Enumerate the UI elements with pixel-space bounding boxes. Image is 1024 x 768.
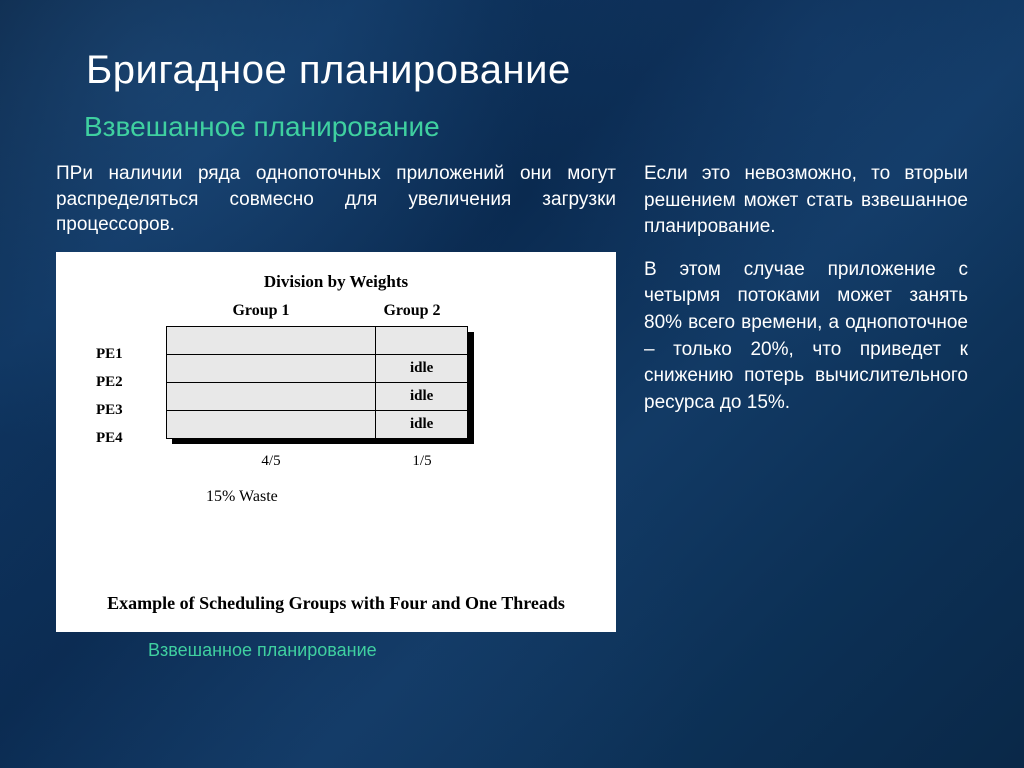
cell-g1 [167,410,376,438]
table-wrap: idle idle idle [166,326,468,439]
slide-subtitle: Взвешанное планирование [84,111,968,143]
cell-g2: idle [376,382,468,410]
cell-g1 [167,354,376,382]
cell-g1 [167,382,376,410]
left-column: ПРи наличии ряда однопоточных приложений… [56,161,616,661]
content-row: ПРи наличии ряда однопоточных приложений… [56,161,968,661]
group1-header: Group 1 [156,302,366,320]
figure-container: Division by Weights Group 1 Group 2 PE1 … [56,252,616,632]
table-row: idle [167,382,468,410]
table-row: idle [167,410,468,438]
scheduling-table: idle idle idle [166,326,468,439]
cell-g2: idle [376,410,468,438]
pe-labels: PE1 PE2 PE3 PE4 [96,340,123,452]
fractions-row: 4/5 1/5 [166,453,596,470]
cell-g2: idle [376,354,468,382]
fraction-group1: 4/5 [166,453,376,470]
fraction-group2: 1/5 [376,453,468,470]
group-headers-row: Group 1 Group 2 [76,302,596,320]
right-paragraph-1: Если это невозможно, то вторыи решением … [644,161,968,241]
slide: Бригадное планирование Взвешанное планир… [0,0,1024,768]
cell-g2 [376,326,468,354]
pe-label: PE2 [96,368,123,396]
right-column: Если это невозможно, то вторыи решением … [644,161,968,661]
pe-label: PE3 [96,396,123,424]
cell-g1 [167,326,376,354]
group-headers: Group 1 Group 2 [156,302,458,320]
group2-header: Group 2 [366,302,458,320]
table-row [167,326,468,354]
figure-caption: Example of Scheduling Groups with Four a… [56,593,616,614]
footer-label: Взвешанное планирование [148,640,616,661]
waste-label: 15% Waste [206,488,596,506]
pe-label: PE4 [96,424,123,452]
figure-panel: Division by Weights Group 1 Group 2 PE1 … [56,252,616,632]
figure-title: Division by Weights [76,272,596,292]
pe-label: PE1 [96,340,123,368]
intro-paragraph: ПРи наличии ряда однопоточных приложений… [56,161,616,238]
header-spacer [76,302,156,320]
slide-title: Бригадное планирование [86,48,968,93]
right-paragraph-2: В этом случае приложение с четырмя поток… [644,257,968,417]
table-row: idle [167,354,468,382]
